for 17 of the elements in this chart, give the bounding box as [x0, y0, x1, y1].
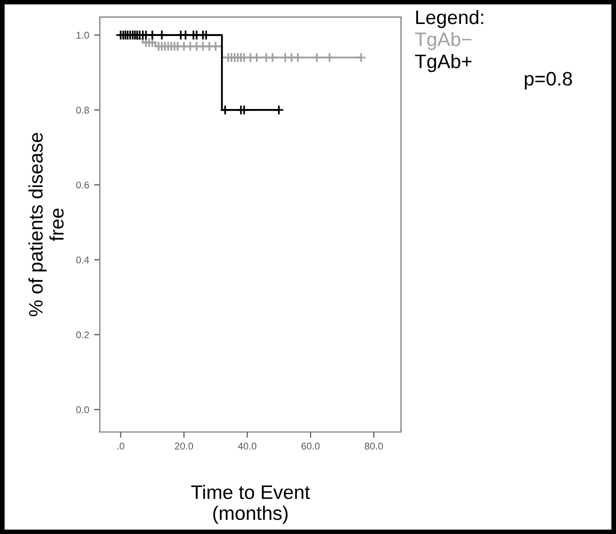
y-tick-label: 0.6	[76, 182, 89, 188]
x-tick-label: 40.0	[238, 442, 256, 450]
y-tick-label: 0.2	[76, 331, 89, 338]
x-tick-label: 60.0	[302, 442, 320, 450]
text: TgAb+	[415, 54, 472, 72]
text: TgAb−	[415, 32, 472, 50]
x-tick-label: 20.0	[174, 442, 194, 450]
y-tick-label: 1.0	[76, 32, 89, 39]
y-axis-title: % of patients disease free	[28, 132, 64, 316]
y-tick-label: 0.4	[76, 256, 90, 264]
x-tick-label: .0	[118, 442, 124, 450]
x-tick-label: 80.0	[364, 442, 383, 450]
legend-title: Legend:	[416, 10, 484, 28]
x-axis-title: Time to Event (months)	[191, 484, 310, 524]
text: p=0.8	[524, 72, 572, 90]
y-tick-label: 0.8	[76, 106, 89, 114]
y-tick-label: 0.0	[76, 406, 89, 414]
